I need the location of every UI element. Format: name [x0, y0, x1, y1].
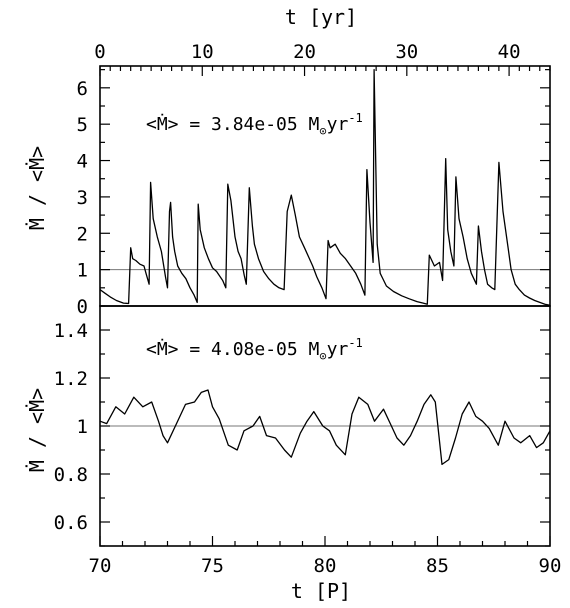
- top-x-tick-label: 0: [94, 41, 105, 63]
- top-y-axis-title: Ṁ / <Ṁ>: [25, 146, 49, 230]
- top-y-tick-label: 1: [77, 260, 88, 282]
- top-annotation-sub: ⊙: [319, 124, 326, 138]
- bottom-y-tick-label: 1.2: [54, 368, 88, 390]
- top-annotation-unit: yr: [327, 114, 349, 135]
- bottom-x-axis-title: t [P]: [291, 579, 351, 603]
- bottom-annotation-unit: yr: [327, 339, 349, 360]
- top-y-tick-label: 3: [77, 187, 88, 209]
- top-y-tick-label: 6: [77, 78, 88, 100]
- top-series-line: [99, 68, 551, 306]
- bottom-y-tick-label: 0.8: [54, 464, 88, 486]
- bottom-x-tick-label: 85: [426, 555, 449, 577]
- bottom-y-tick-label: 1: [77, 416, 88, 438]
- bottom-y-tick-label: 0.6: [54, 512, 88, 534]
- top-annotation-prefix: <Ṁ> = 3.84e-05 M: [146, 114, 320, 135]
- bottom-annotation-prefix: <Ṁ> = 4.08e-05 M: [146, 339, 320, 360]
- bottom-y-axis-title: Ṁ / <Ṁ>: [25, 388, 49, 472]
- top-y-tick-label: 2: [77, 223, 88, 245]
- top-panel-annotation: <Ṁ> = 3.84e-05 M⊙yr-1: [146, 111, 363, 138]
- top-x-tick-label: 30: [395, 41, 418, 63]
- top-y-tick-label: 5: [77, 114, 88, 136]
- bottom-x-tick-label: 80: [314, 555, 337, 577]
- bottom-annotation-sub: ⊙: [319, 349, 326, 363]
- top-x-tick-label: 10: [191, 41, 214, 63]
- top-x-tick-label: 40: [498, 41, 521, 63]
- bottom-x-tick-label: 70: [89, 555, 112, 577]
- bottom-panel-annotation: <Ṁ> = 4.08e-05 M⊙yr-1: [146, 336, 363, 363]
- bottom-x-tick-label: 75: [201, 555, 224, 577]
- top-x-axis-title: t [yr]: [285, 5, 357, 29]
- bottom-annotation-exp: -1: [348, 336, 362, 350]
- top-annotation-exp: -1: [348, 111, 362, 125]
- top-x-tick-label: 20: [293, 41, 316, 63]
- bottom-x-tick-label: 90: [539, 555, 562, 577]
- bottom-series-line: [99, 389, 551, 466]
- top-y-tick-label: 0: [77, 296, 88, 318]
- top-y-tick-label: 4: [77, 151, 88, 173]
- bottom-y-tick-label: 1.4: [54, 320, 88, 342]
